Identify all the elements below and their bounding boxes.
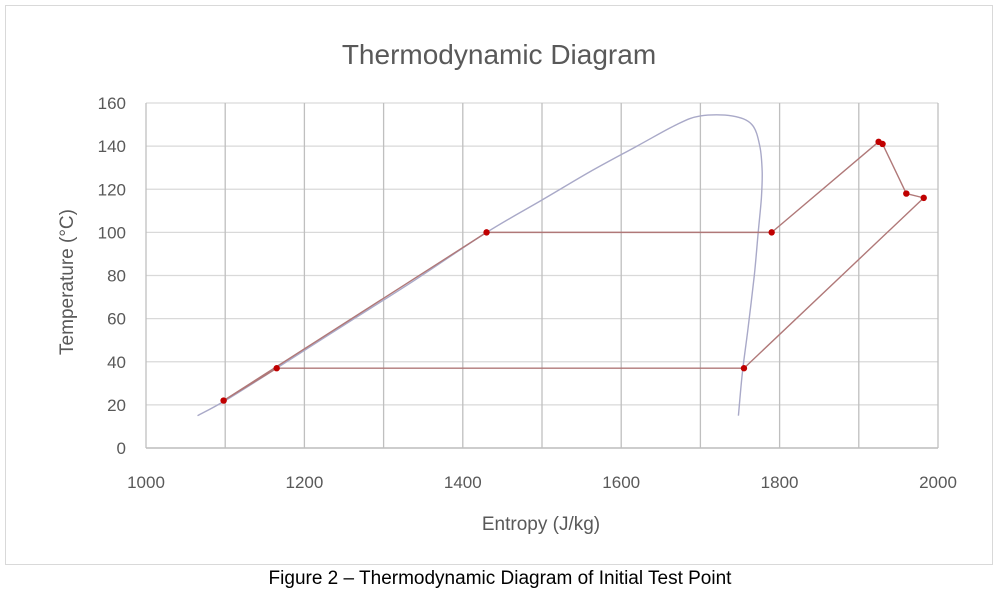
series-layer: [197, 114, 927, 417]
cycle-segment: [743, 197, 925, 369]
cycle-point: [768, 229, 775, 236]
y-tick-label: 160: [98, 94, 126, 113]
chart-area: 0 20 40 60 80 100 120 140 160 1000 1200 1400 1600 180…: [5, 5, 993, 565]
y-tick-label: 40: [107, 353, 126, 372]
cycle-point: [879, 140, 886, 148]
cycle-point: [483, 229, 490, 236]
grid-layer: [145, 102, 939, 449]
x-tick-label: 1400: [444, 473, 482, 492]
cycle-segment: [223, 231, 487, 402]
cycle-segment: [881, 143, 907, 194]
tick-label-layer: 0 20 40 60 80 100 120 140 160 1000 1200 1400 1600 180…: [98, 94, 957, 492]
cycle-point: [740, 365, 748, 372]
y-tick-label: 100: [98, 223, 126, 242]
cycle-segment: [223, 367, 278, 402]
y-tick-label: 0: [117, 439, 126, 458]
saturation-dome-line: [197, 114, 763, 417]
y-tick-label: 60: [107, 310, 126, 329]
cycle-point: [273, 365, 280, 372]
x-tick-label: 1200: [285, 473, 323, 492]
cycle-point: [220, 397, 227, 404]
y-tick-label: 20: [107, 396, 126, 415]
cycle-segment: [771, 141, 880, 233]
cycle-point: [920, 194, 927, 202]
x-tick-label: 1000: [127, 473, 165, 492]
y-tick-label: 140: [98, 137, 126, 156]
y-tick-label: 80: [107, 267, 126, 286]
cycle-point: [903, 190, 910, 197]
x-axis-title: Entropy (J/kg): [482, 514, 600, 535]
chart-svg: 0 20 40 60 80 100 120 140 160 1000 1200 1400 1600 180…: [57, 39, 957, 535]
y-tick-label: 120: [98, 180, 126, 199]
x-tick-label: 1600: [602, 473, 640, 492]
x-tick-label: 2000: [919, 473, 957, 492]
chart-title: Thermodynamic Diagram: [342, 39, 656, 70]
y-axis-title: Temperature (°C): [57, 209, 78, 355]
figure-caption: Figure 2 – Thermodynamic Diagram of Init…: [268, 568, 732, 589]
x-tick-label: 1800: [761, 473, 799, 492]
